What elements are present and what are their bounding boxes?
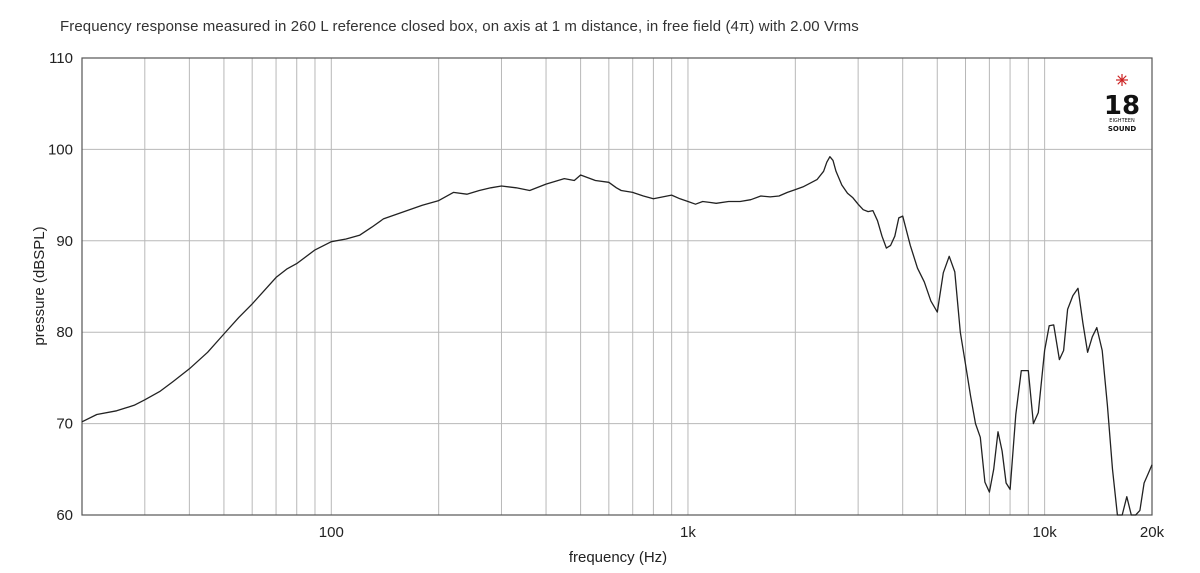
y-axis-label: pressure (dBSPL) (31, 226, 48, 345)
brand-logo: 18 EIGHTEEN SOUND (1104, 74, 1140, 133)
x-tick-label: 20k (1140, 524, 1165, 541)
x-tick-label: 100 (319, 524, 344, 541)
tick-labels: 100 1k 10k 20k 60 70 80 90 100 110 (48, 50, 1165, 541)
x-tick-label: 10k (1033, 524, 1058, 541)
y-tick-label: 80 (56, 324, 73, 341)
x-axis-label: frequency (Hz) (569, 549, 667, 566)
star-ray (1121, 75, 1127, 81)
star-ray (1121, 79, 1127, 85)
y-tick-label: 100 (48, 141, 73, 158)
grid (82, 58, 1152, 515)
y-tick-label: 60 (56, 507, 73, 524)
series-layer (81, 156, 1153, 516)
plot-frame (81, 57, 1153, 516)
logo-word: SOUND (1108, 125, 1137, 133)
plot-border (81, 57, 1153, 516)
logo-number: 18 (1104, 91, 1140, 121)
y-tick-label: 110 (49, 50, 73, 67)
star-ray (1117, 79, 1123, 85)
star-ray (1117, 75, 1123, 81)
logo-small-text: EIGHTEEN (1109, 118, 1135, 124)
chart-title: Frequency response measured in 260 L ref… (60, 18, 859, 35)
x-tick-label: 1k (680, 524, 696, 541)
y-tick-label: 70 (56, 416, 73, 433)
series-line (81, 156, 1153, 516)
star-icon (1116, 74, 1128, 86)
y-tick-label: 90 (56, 233, 73, 250)
